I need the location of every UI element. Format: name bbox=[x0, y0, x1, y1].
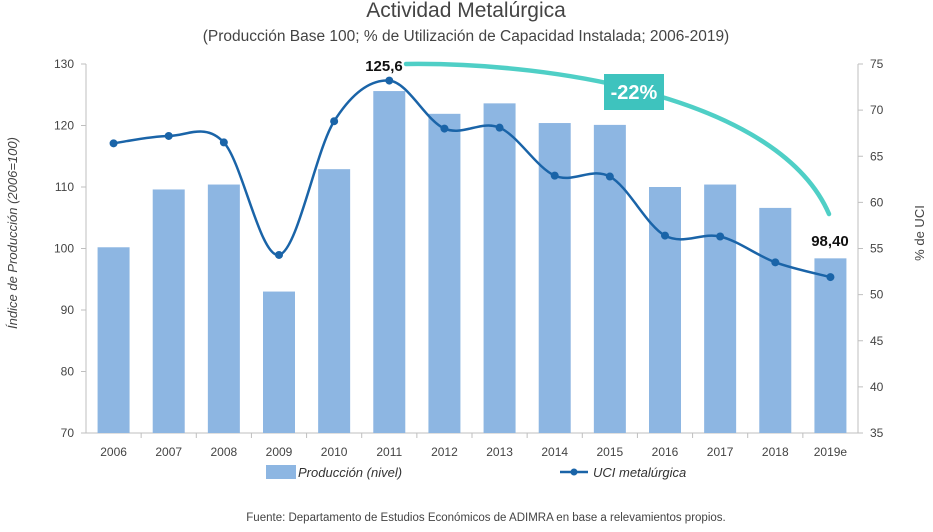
bar-2011 bbox=[373, 91, 406, 433]
y-axis-label: Índice de Producción (2006=100) bbox=[5, 137, 20, 329]
source-note: Fuente: Departamento de Estudios Económi… bbox=[246, 512, 725, 524]
left-axis-ticks: 70 80 90 100 110 120 130 bbox=[54, 57, 86, 440]
x-tick-label: 2015 bbox=[597, 445, 624, 459]
legend-bar-label: Producción (nivel) bbox=[298, 465, 402, 480]
bar-2013 bbox=[483, 103, 516, 434]
uci-point-2014 bbox=[550, 171, 559, 180]
x-tick-label: 2006 bbox=[100, 445, 127, 459]
x-tick-label: 2012 bbox=[431, 445, 458, 459]
uci-point-2017 bbox=[716, 232, 725, 241]
chart-title: Actividad Metalúrgica bbox=[366, 0, 566, 22]
x-tick-label: 2014 bbox=[541, 445, 568, 459]
x-tick-label: 2007 bbox=[155, 445, 182, 459]
legend-line-marker bbox=[570, 468, 578, 476]
left-tick-label: 90 bbox=[61, 303, 75, 317]
x-tick-label: 2009 bbox=[266, 445, 293, 459]
uci-point-2011 bbox=[385, 76, 394, 85]
bar-2006 bbox=[97, 247, 130, 433]
right-tick-label: 45 bbox=[870, 334, 884, 348]
legend-line-label: UCI metalúrgica bbox=[593, 465, 686, 480]
uci-point-2006 bbox=[109, 139, 118, 148]
right-tick-label: 55 bbox=[870, 242, 884, 256]
right-axis-ticks: 35 40 45 50 55 60 65 70 75 bbox=[858, 57, 884, 440]
bar-2015 bbox=[593, 124, 626, 433]
legend-bar-swatch bbox=[266, 465, 296, 479]
x-tick-label: 2016 bbox=[652, 445, 679, 459]
left-tick-label: 120 bbox=[54, 119, 74, 133]
change-badge-label: -22% bbox=[611, 82, 658, 104]
uci-point-2019e bbox=[826, 273, 835, 282]
left-tick-label: 70 bbox=[61, 426, 75, 440]
right-tick-label: 75 bbox=[870, 57, 884, 71]
left-tick-label: 130 bbox=[54, 57, 74, 71]
right-tick-label: 50 bbox=[870, 288, 884, 302]
uci-point-2018 bbox=[771, 258, 780, 267]
right-tick-label: 35 bbox=[870, 426, 884, 440]
x-tick-label: 2011 bbox=[376, 445, 402, 459]
line-series bbox=[109, 76, 835, 282]
right-tick-label: 65 bbox=[870, 149, 884, 163]
left-tick-label: 80 bbox=[61, 365, 75, 379]
right-tick-label: 60 bbox=[870, 195, 884, 209]
uci-point-2015 bbox=[605, 172, 614, 181]
bar-2008 bbox=[207, 184, 240, 433]
uci-point-2010 bbox=[330, 117, 339, 126]
uci-point-2016 bbox=[661, 231, 669, 240]
last-annotation: 98,40 bbox=[811, 233, 849, 250]
bar-2016 bbox=[649, 187, 681, 433]
y2-axis-label: % de UCI bbox=[912, 205, 927, 261]
legend: Producción (nivel) UCI metalúrgica bbox=[266, 465, 686, 480]
bar-2009 bbox=[263, 291, 295, 433]
x-tick-label: 2013 bbox=[486, 445, 513, 459]
left-tick-label: 100 bbox=[54, 242, 74, 256]
change-badge bbox=[604, 74, 664, 110]
x-tick-label: 2017 bbox=[707, 445, 734, 459]
bar-2012 bbox=[428, 113, 461, 433]
uci-point-2009 bbox=[275, 250, 283, 259]
uci-point-2008 bbox=[219, 138, 228, 147]
peak-annotation: 125,6 bbox=[365, 58, 403, 75]
bar-2017 bbox=[704, 184, 737, 433]
x-axis-ticks: 2006 2007 2008 2009 2010 2011 2012 2013 2014 2015… bbox=[100, 433, 847, 459]
chart-subtitle: (Producción Base 100; % de Utilización d… bbox=[203, 28, 729, 45]
uci-point-2007 bbox=[164, 131, 173, 140]
x-tick-label: 2018 bbox=[762, 445, 789, 459]
uci-point-2012 bbox=[440, 124, 449, 133]
bar-2018 bbox=[759, 207, 792, 433]
x-tick-label: 2010 bbox=[321, 445, 348, 459]
left-tick-label: 110 bbox=[55, 180, 74, 194]
bar-2007 bbox=[152, 189, 185, 433]
x-tick-label: 2019e bbox=[814, 445, 848, 459]
x-tick-label: 2008 bbox=[211, 445, 238, 459]
bar-2010 bbox=[318, 169, 351, 434]
uci-point-2013 bbox=[495, 123, 504, 132]
bar-series bbox=[97, 91, 847, 434]
right-tick-label: 70 bbox=[870, 103, 884, 117]
right-tick-label: 40 bbox=[870, 380, 884, 394]
bar-2019e bbox=[814, 258, 847, 433]
